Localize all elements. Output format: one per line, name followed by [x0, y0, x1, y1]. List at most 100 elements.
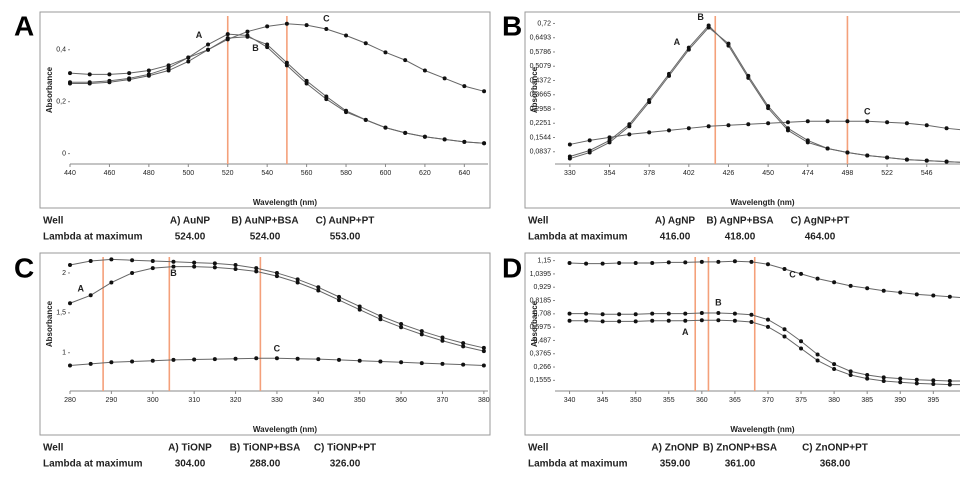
data-point: [87, 81, 92, 86]
table-header: Well: [528, 216, 549, 227]
data-point: [399, 360, 404, 365]
data-point: [254, 356, 259, 361]
y-tick-label: 0,4372: [530, 77, 552, 84]
data-point: [88, 361, 93, 366]
data-point: [633, 312, 638, 317]
data-point: [316, 285, 321, 290]
data-point: [109, 280, 114, 285]
data-point: [865, 376, 870, 381]
panel-letter: B: [502, 10, 522, 41]
x-tick-label: 340: [564, 397, 576, 404]
table-column: C) TiONP+PT: [314, 443, 376, 454]
data-point: [127, 77, 132, 82]
data-point: [885, 155, 890, 160]
data-point: [206, 42, 211, 47]
data-point: [245, 34, 250, 39]
data-point: [422, 68, 427, 73]
x-tick-label: 402: [683, 170, 695, 177]
table-column: B) AuNP+BSA: [231, 216, 298, 227]
table-value: 524.00: [250, 232, 281, 243]
data-point: [383, 50, 388, 55]
x-tick-label: 620: [419, 170, 431, 177]
x-tick-label: 370: [437, 397, 449, 404]
x-tick-label: 480: [143, 170, 155, 177]
data-point: [650, 311, 655, 316]
data-point: [567, 156, 572, 161]
data-point: [225, 32, 230, 37]
data-point: [206, 47, 211, 52]
series-line: [569, 26, 960, 163]
curve-label: C: [323, 13, 330, 23]
x-tick-label: 560: [301, 170, 313, 177]
data-point: [150, 258, 155, 263]
curve-label: C: [864, 107, 871, 117]
x-tick-label: 360: [395, 397, 407, 404]
data-point: [567, 318, 572, 323]
data-point: [166, 68, 171, 73]
data-point: [617, 312, 622, 317]
data-point: [666, 318, 671, 323]
data-point: [666, 311, 671, 316]
data-point: [898, 376, 903, 381]
table-value: 553.00: [330, 232, 361, 243]
data-point: [765, 262, 770, 267]
data-point: [419, 329, 424, 334]
data-point: [482, 89, 487, 94]
data-point: [337, 294, 342, 299]
data-point: [785, 126, 790, 131]
data-point: [150, 266, 155, 271]
data-point: [587, 150, 592, 155]
data-point: [931, 293, 936, 298]
y-tick-label: 0,1544: [530, 134, 552, 141]
data-point: [274, 270, 279, 275]
y-axis-label: Absorbance: [530, 66, 539, 113]
data-point: [865, 119, 870, 124]
table-value: 288.00: [250, 459, 281, 470]
data-point: [422, 134, 427, 139]
data-point: [265, 24, 270, 29]
data-point: [212, 261, 217, 266]
data-point: [766, 104, 771, 109]
data-point: [683, 311, 688, 316]
data-point: [947, 294, 952, 299]
data-point: [650, 261, 655, 266]
x-axis-label: Wavelength (nm): [730, 198, 794, 207]
data-point: [746, 122, 751, 127]
data-point: [716, 259, 721, 264]
data-point: [192, 264, 197, 269]
data-point: [284, 60, 289, 65]
data-point: [399, 322, 404, 326]
y-tick-label: 1,0395: [530, 271, 552, 278]
data-point: [699, 310, 704, 315]
panel-frame: [39, 11, 491, 209]
y-tick-label: 0,5079: [530, 63, 552, 70]
data-point: [567, 311, 572, 316]
y-tick-label: 0,2958: [530, 106, 552, 113]
data-point: [686, 47, 691, 52]
table-row-label: Lambda at maximum: [528, 232, 628, 243]
y-tick-label: 0,3665: [530, 92, 552, 99]
x-axis-label: Wavelength (nm): [253, 198, 317, 207]
data-point: [746, 73, 751, 78]
x-tick-label: 355: [663, 397, 675, 404]
table-value: 416.00: [660, 232, 691, 243]
y-tick-label: 1: [62, 350, 66, 357]
data-point: [212, 357, 217, 362]
data-point: [683, 318, 688, 323]
data-point: [799, 271, 804, 276]
data-point: [461, 341, 466, 346]
table-value: 326.00: [330, 459, 361, 470]
data-point: [363, 117, 368, 122]
data-point: [914, 292, 919, 297]
data-point: [88, 258, 93, 263]
data-point: [461, 362, 466, 367]
table-header: Well: [43, 216, 64, 227]
data-point: [171, 259, 176, 264]
data-point: [845, 119, 850, 124]
data-point: [316, 357, 321, 362]
data-point: [832, 280, 837, 285]
data-point: [865, 372, 870, 377]
data-point: [419, 332, 424, 337]
data-point: [805, 138, 810, 143]
data-point: [726, 123, 731, 128]
